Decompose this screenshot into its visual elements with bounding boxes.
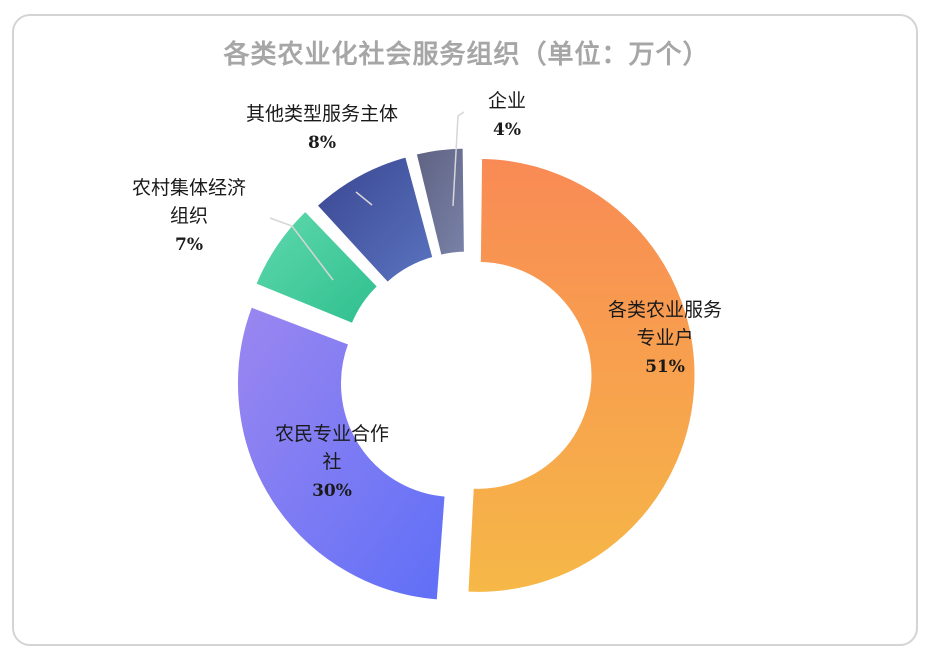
category-label: 农村集体经济 [132, 177, 246, 199]
percent-label: 4% [493, 120, 521, 140]
chart-title: 各类农业化社会服务组织（单位：万个） [223, 40, 710, 70]
leader-line [355, 191, 373, 206]
percent-label: 51% [645, 357, 685, 377]
slice-service-households [465, 155, 698, 595]
label-other-entities: 其他类型服务主体 8% [246, 103, 398, 153]
category-label: 各类农业服务 [608, 299, 722, 321]
percent-label: 8% [308, 133, 336, 153]
label-enterprises: 企业 4% [488, 90, 526, 140]
percent-label: 30% [312, 481, 352, 501]
slice-cooperatives [235, 303, 448, 603]
category-label: 社 [322, 451, 341, 473]
slice-enterprises [413, 145, 467, 259]
leader-line [269, 217, 334, 281]
chart-frame [12, 14, 918, 646]
slice-collective-orgs [252, 207, 381, 327]
leader-line [452, 111, 465, 207]
category-label: 其他类型服务主体 [246, 103, 398, 125]
slice-other-entities [313, 153, 436, 286]
category-label: 专业户 [636, 327, 693, 349]
category-label: 组织 [170, 205, 208, 227]
category-label: 企业 [488, 90, 526, 112]
category-label: 农民专业合作 [275, 423, 389, 445]
percent-label: 7% [175, 235, 203, 255]
